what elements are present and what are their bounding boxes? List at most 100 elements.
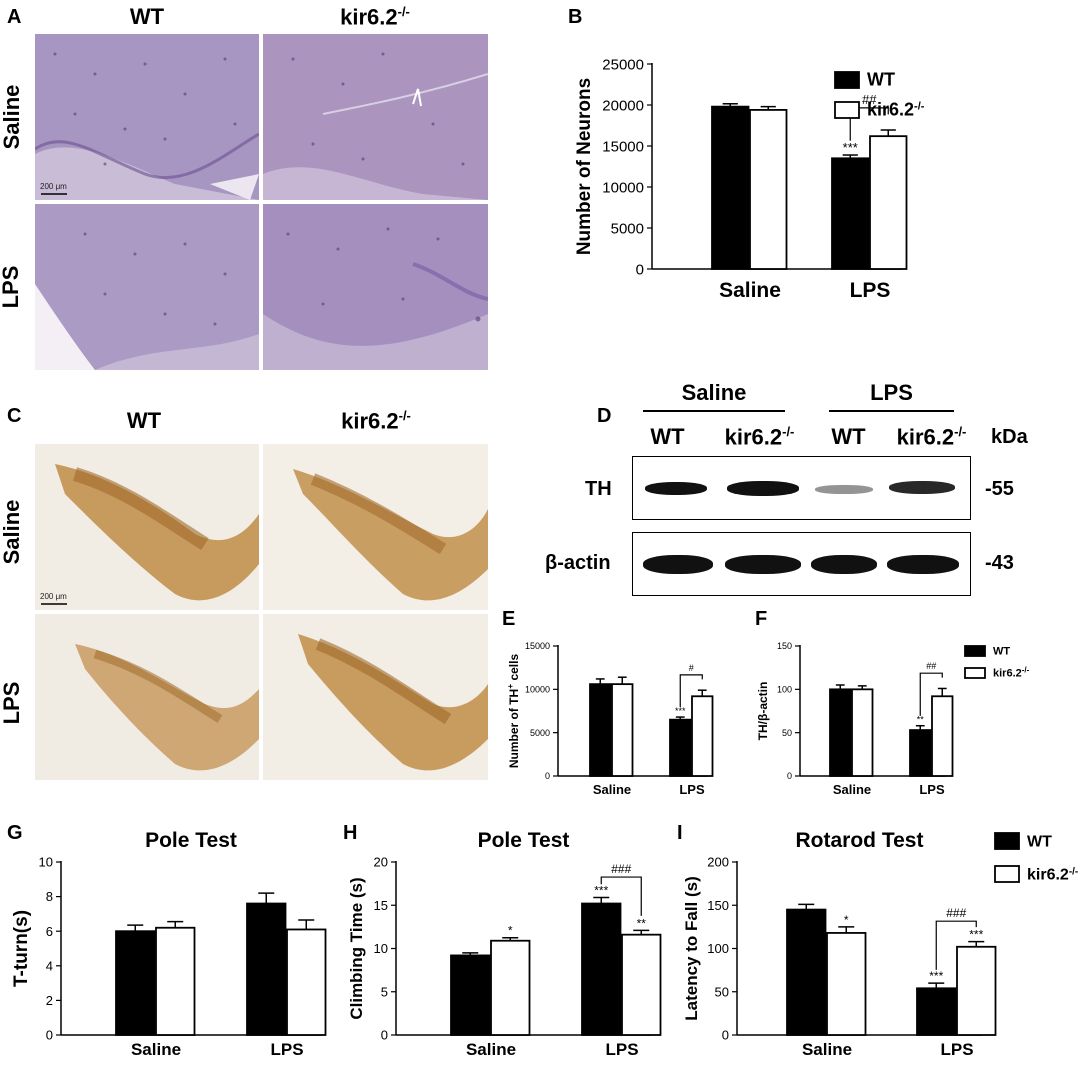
chart-h-xtick-label: Saline — [466, 1040, 516, 1059]
d-lane-2: kir6.2-/- — [724, 424, 795, 450]
chart-b-ytick-label: 10000 — [602, 179, 644, 196]
th-ihc-image-ko-saline — [263, 444, 488, 610]
bar-g-lps-ko — [286, 928, 327, 1036]
chart-i-ylabel: Latency to Fall (s) — [682, 876, 701, 1021]
d-row-label-actin: β-actin — [545, 552, 611, 574]
bar-f-lps-ko — [931, 695, 954, 777]
th-ihc-image-wt-saline: 200 μm — [35, 444, 259, 610]
bracket-f — [919, 672, 943, 716]
legend-b-swatch-wt — [834, 71, 860, 89]
c-col-header-ko: kir6.2-/- — [341, 408, 411, 434]
panel-label-g: G — [7, 822, 23, 844]
chart-h-ytick-label: 5 — [381, 984, 388, 999]
d-kda-label: kDa — [991, 426, 1028, 448]
chart-i-title: Rotarod Test — [796, 829, 924, 852]
bar-h-lps-ko — [621, 933, 662, 1036]
bar-b-lps-ko — [869, 135, 908, 270]
bracket-e — [679, 674, 703, 708]
d-lane-4: kir6.2-/- — [896, 424, 967, 450]
bar-i-saline-ko — [826, 932, 867, 1036]
legend-i-swatch-ko — [994, 865, 1020, 883]
chart-b-ytick-label: 5000 — [611, 220, 644, 237]
th-band-lane-1 — [645, 482, 707, 495]
chart-g-title: Pole Test — [145, 829, 237, 852]
bracket-label-i: ### — [946, 906, 966, 920]
chart-e-xtick-label: LPS — [679, 782, 705, 797]
chart-g-ytick-label: 2 — [46, 993, 53, 1008]
bracket-h — [600, 876, 642, 916]
c-row-label-saline: Saline — [0, 499, 24, 565]
nissl-image-ko-lps — [263, 204, 488, 370]
d-mw-43: -43 — [985, 552, 1014, 574]
nissl-image-wt-lps — [35, 204, 259, 370]
chart-e-xtick-label: Saline — [593, 782, 631, 797]
th-ihc-image-wt-lps — [35, 614, 259, 780]
chart-g-pole-test-tturn: Pole Test 0 2 4 6 8 10 T-turn(s) Saline LPS — [11, 829, 327, 1059]
chart-h-ytick-label: 10 — [374, 941, 388, 956]
bar-e-lps-ko — [691, 695, 714, 777]
sig-i: * — [844, 913, 849, 927]
actin-band-lane-1 — [643, 555, 713, 574]
legend-f-label-wt: WT — [993, 646, 1010, 658]
a-row-label-lps: LPS — [0, 265, 23, 309]
chart-f-ytick-label: 0 — [787, 771, 792, 781]
chart-i-ytick-label: 0 — [722, 1028, 729, 1043]
d-group-lps-line — [829, 410, 954, 412]
nissl-image-wt-saline: 200 μm — [35, 34, 259, 200]
bar-b-lps-wt — [831, 157, 870, 270]
bracket-b — [849, 107, 889, 141]
bar-h-saline-ko — [490, 939, 531, 1036]
d-mw-55: -55 — [985, 478, 1014, 500]
chart-b-ytick-label: 15000 — [602, 138, 644, 155]
bar-g-saline-wt — [115, 930, 156, 1036]
chart-e-ytick-label: 15000 — [525, 641, 550, 651]
panel-label-i: I — [677, 822, 683, 844]
chart-f-ylabel: TH/β-actin — [756, 682, 770, 741]
bar-h-saline-wt — [450, 954, 491, 1036]
chart-g-ytick-label: 0 — [46, 1028, 53, 1043]
sig-e: *** — [675, 706, 686, 716]
chart-e-th-cells: 0 5000 10000 15000 Number of TH+ cells Saline… — [505, 641, 714, 797]
chart-i-ytick-label: 50 — [715, 984, 729, 999]
d-group-saline: Saline — [681, 380, 747, 405]
legend-b-swatch-ko — [834, 101, 860, 119]
bar-g-saline-ko — [155, 926, 196, 1036]
chart-h-pole-test-climb: Pole Test 0 5 10 15 20 Climbing Time (s) * Salin… — [347, 829, 662, 1059]
d-row-label-th: TH — [585, 478, 612, 500]
chart-i-ytick-label: 150 — [707, 898, 729, 913]
bar-e-lps-wt — [669, 718, 692, 777]
chart-f-th-actin-ratio: 0 50 100 150 TH/β-actin Saline ** LPS ## WT kir6.2… — [756, 641, 1030, 797]
d-group-saline-line — [643, 410, 785, 412]
chart-f-ytick-label: 50 — [782, 728, 792, 738]
bar-f-lps-wt — [909, 729, 932, 777]
bar-i-lps-wt — [916, 987, 957, 1036]
chart-i-ytick-label: 200 — [707, 855, 729, 870]
bar-e-saline-ko — [611, 683, 634, 777]
sig-h: ** — [637, 916, 647, 930]
c-col-header-wt: WT — [126, 408, 162, 433]
chart-i-rotarod: Rotarod Test 0 50 100 150 200 Latency to Fall … — [682, 829, 1078, 1059]
bar-f-saline-ko — [851, 688, 874, 777]
sig-b: *** — [843, 140, 858, 155]
a-scalebar-label: 200 μm — [40, 182, 67, 191]
d-blot-th — [632, 456, 971, 520]
actin-band-lane-2 — [725, 555, 801, 574]
th-band-lane-2 — [727, 481, 799, 496]
chart-g-ylabel: T-turn(s) — [11, 910, 32, 987]
panel-label-b: B — [568, 6, 583, 28]
actin-band-lane-3 — [811, 555, 877, 574]
a-col-header-ko: kir6.2-/- — [340, 4, 410, 30]
chart-e-ylabel: Number of TH+ cells — [505, 654, 521, 769]
d-group-lps: LPS — [870, 380, 913, 405]
bar-f-saline-wt — [829, 688, 852, 777]
d-lane-3: WT — [831, 424, 866, 449]
chart-b-ytick-label: 20000 — [602, 97, 644, 114]
chart-f-ytick-label: 100 — [777, 684, 792, 694]
panel-label-a: A — [7, 6, 22, 28]
chart-e-ytick-label: 10000 — [525, 684, 550, 694]
chart-h-ylabel: Climbing Time (s) — [347, 877, 366, 1019]
chart-h-title: Pole Test — [478, 829, 570, 852]
chart-g-xtick-label: Saline — [131, 1040, 181, 1059]
bracket-i — [935, 920, 977, 970]
chart-b-xtick-label: LPS — [850, 279, 891, 302]
